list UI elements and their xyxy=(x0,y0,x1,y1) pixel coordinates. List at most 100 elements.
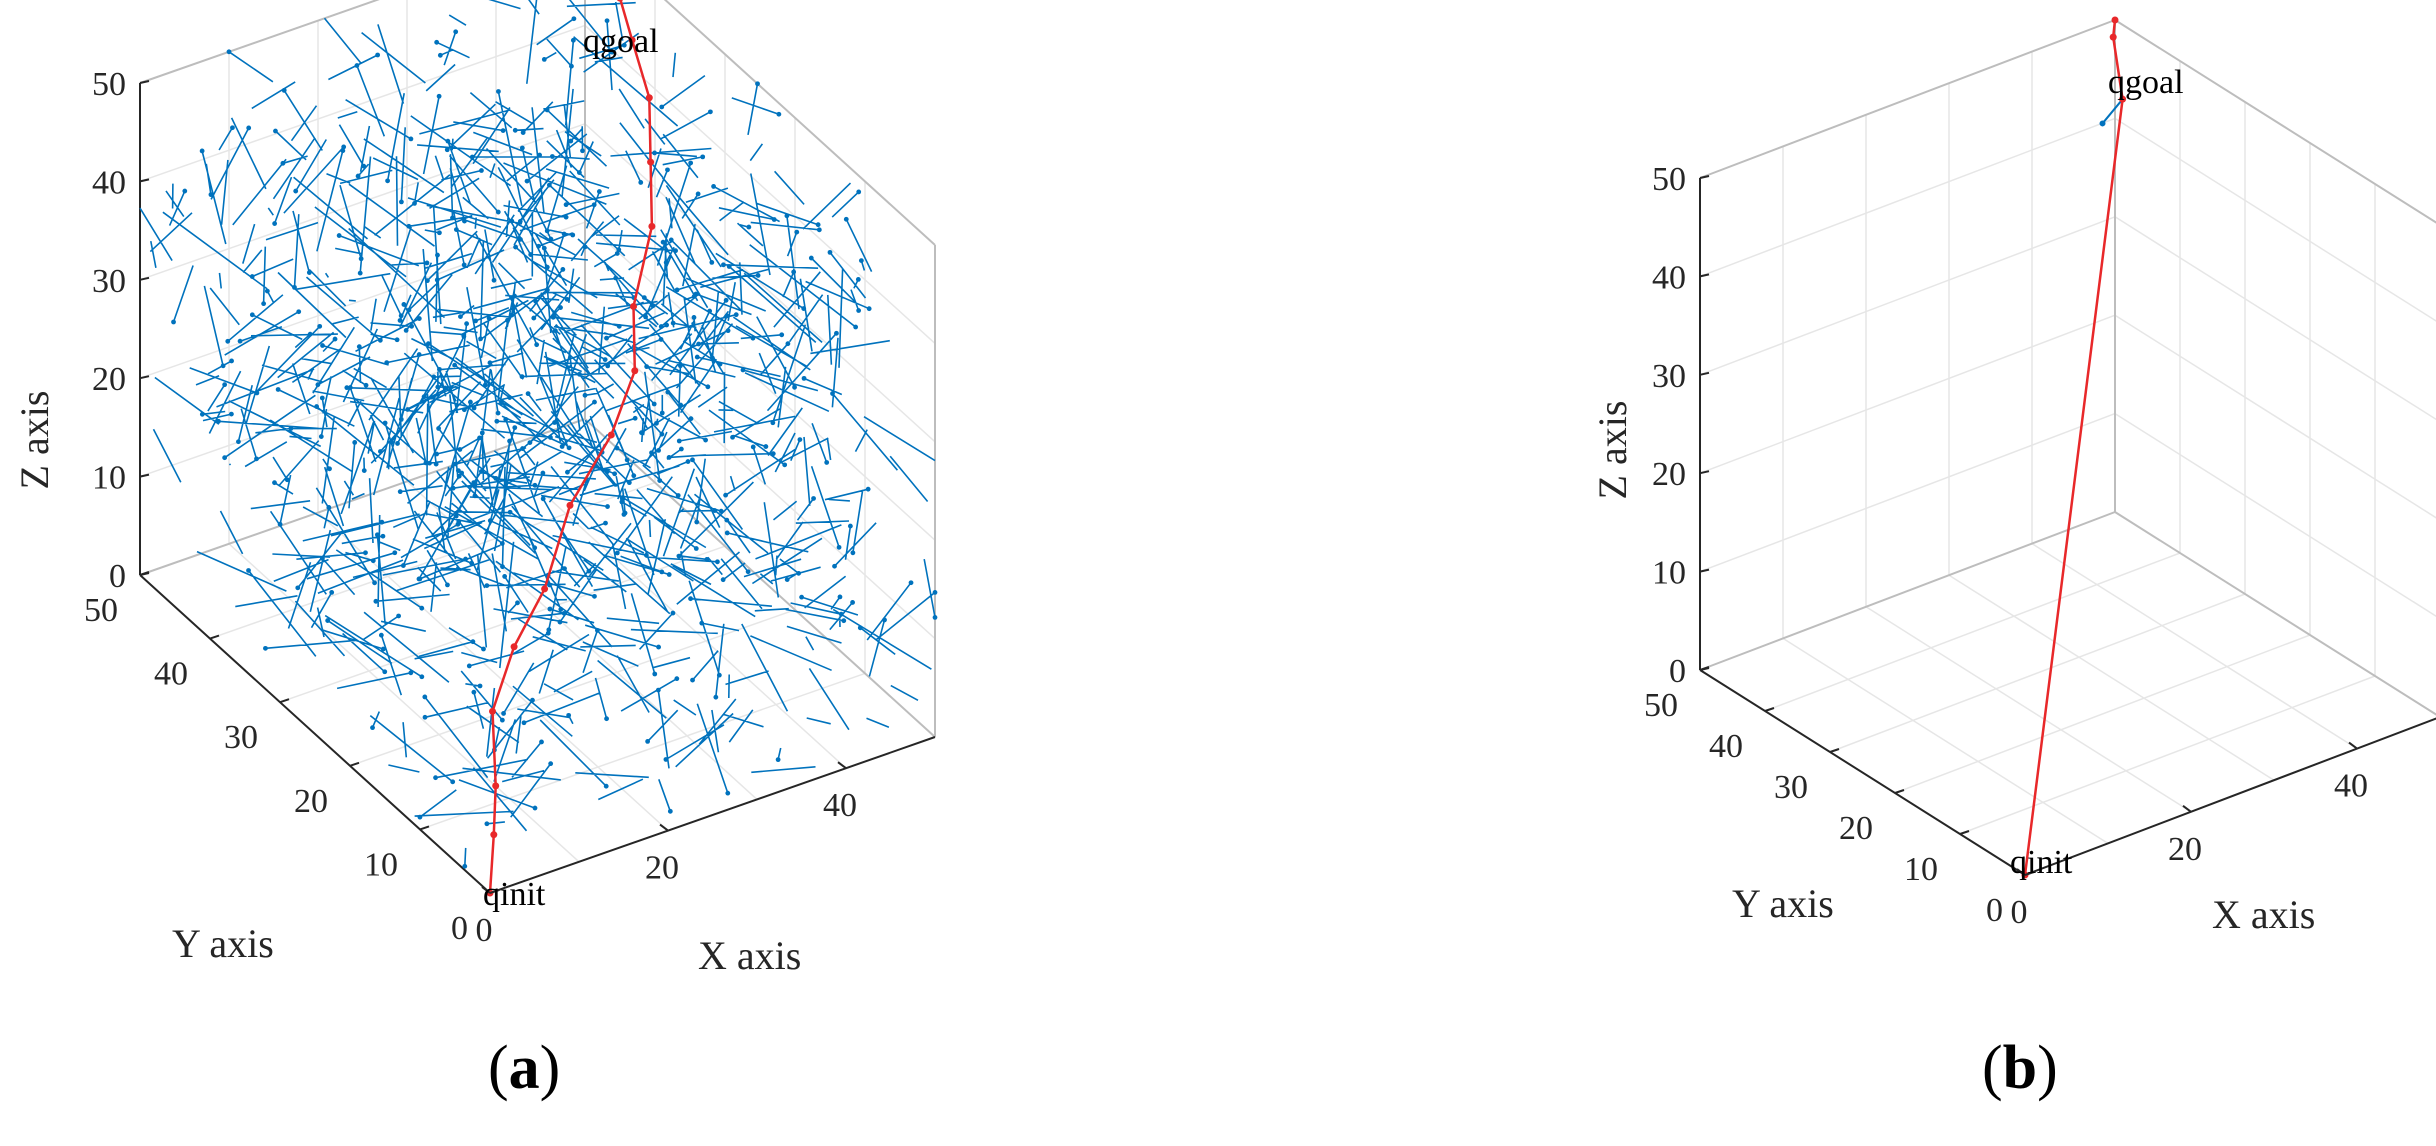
tree-node xyxy=(559,444,565,449)
tree-node xyxy=(616,323,622,329)
z-tick-mark xyxy=(139,572,150,576)
tree-node xyxy=(222,382,228,388)
z-tick-mark xyxy=(139,473,150,478)
grid-line xyxy=(2114,412,2436,617)
tree-node xyxy=(564,296,570,302)
y-tick-label: 40 xyxy=(154,656,188,693)
tree-node xyxy=(725,328,731,334)
tree-node xyxy=(318,434,324,439)
tree-node xyxy=(740,367,746,373)
tree-node xyxy=(720,577,726,583)
tree-node xyxy=(857,625,863,631)
tree-node xyxy=(370,558,376,564)
y-tick-mark xyxy=(349,761,360,767)
tree-node xyxy=(401,302,407,307)
tree-node xyxy=(612,471,618,477)
panel-b-tree-edges xyxy=(2099,98,2124,127)
tree-node xyxy=(502,574,508,579)
tree-node xyxy=(620,495,626,500)
tree-node xyxy=(505,317,510,323)
tree-node xyxy=(437,52,443,58)
z-tick-mark xyxy=(139,178,150,183)
tree-node xyxy=(254,390,260,396)
tree-node xyxy=(665,167,670,173)
tree-node xyxy=(577,371,582,377)
tree-node xyxy=(544,228,550,234)
z-tick-mark xyxy=(1699,470,1710,475)
tree-node xyxy=(776,111,782,117)
tree-node xyxy=(296,309,302,315)
tree-node xyxy=(293,188,299,194)
tree-node xyxy=(666,572,672,577)
tree-node xyxy=(745,569,751,575)
panel-b-box xyxy=(1699,19,2436,876)
tree-node xyxy=(544,287,550,293)
tree-node xyxy=(547,606,553,612)
tree-node xyxy=(499,400,504,406)
z-tick-mark xyxy=(139,375,150,380)
tree-node xyxy=(493,475,499,481)
panel-b-qinit-label: qinit xyxy=(2010,844,2073,881)
tree-node xyxy=(292,284,297,290)
tree-node xyxy=(319,555,325,561)
tree-node xyxy=(834,330,839,336)
tree-node xyxy=(314,404,320,409)
tree-node xyxy=(685,459,691,464)
tree-node xyxy=(541,245,547,251)
tree-node xyxy=(464,321,470,327)
box-edge xyxy=(663,0,936,246)
tree-node xyxy=(711,184,716,189)
tree-node xyxy=(445,582,450,588)
tree-node xyxy=(619,499,625,505)
tree-node xyxy=(592,399,597,405)
tree-node xyxy=(582,244,588,250)
tree-node xyxy=(631,473,637,479)
y-axis-line xyxy=(1699,669,2026,876)
tree-node xyxy=(605,504,610,509)
tree-node xyxy=(450,215,455,221)
tree-node xyxy=(624,457,630,463)
tree-node xyxy=(699,620,705,626)
tree-node xyxy=(416,352,422,357)
tree-node xyxy=(518,237,523,242)
tree-node xyxy=(730,434,735,440)
tree-node xyxy=(688,596,693,602)
tree-node xyxy=(398,416,404,422)
tree-node xyxy=(660,239,666,245)
tree-node xyxy=(794,229,800,235)
tree-node xyxy=(408,670,414,676)
tree-node xyxy=(676,438,682,444)
tree-node xyxy=(718,508,724,514)
tree-node xyxy=(385,178,390,184)
tree-node xyxy=(503,416,509,422)
tree-node xyxy=(609,49,615,55)
tree-node xyxy=(650,303,656,309)
tree-node xyxy=(469,154,475,160)
z-tick-mark xyxy=(1699,667,1710,671)
tree-node xyxy=(657,478,663,483)
tree-node xyxy=(382,669,388,675)
tree-node xyxy=(424,260,430,266)
tree-node xyxy=(417,814,423,820)
tree-node xyxy=(520,130,526,136)
tree-node xyxy=(263,645,268,651)
tree-node xyxy=(639,430,644,436)
box-edge xyxy=(2114,19,2436,224)
y-tick-mark xyxy=(209,634,220,640)
grid-line xyxy=(584,24,936,344)
tree-node xyxy=(507,395,513,400)
tree-node xyxy=(363,382,369,388)
tree-node xyxy=(716,672,722,678)
grid-line xyxy=(317,512,669,832)
path-node xyxy=(648,222,656,230)
tree-node xyxy=(547,582,552,588)
grid-line xyxy=(139,123,586,281)
tree-node xyxy=(424,278,430,284)
tree-node xyxy=(459,470,465,476)
grid-line xyxy=(1865,606,2192,813)
grid-line xyxy=(1829,593,2246,753)
panel-a-letter: a xyxy=(509,1034,540,1102)
y-tick-mark xyxy=(2024,871,2035,876)
tree-node xyxy=(336,233,342,238)
grid-line xyxy=(139,221,586,379)
